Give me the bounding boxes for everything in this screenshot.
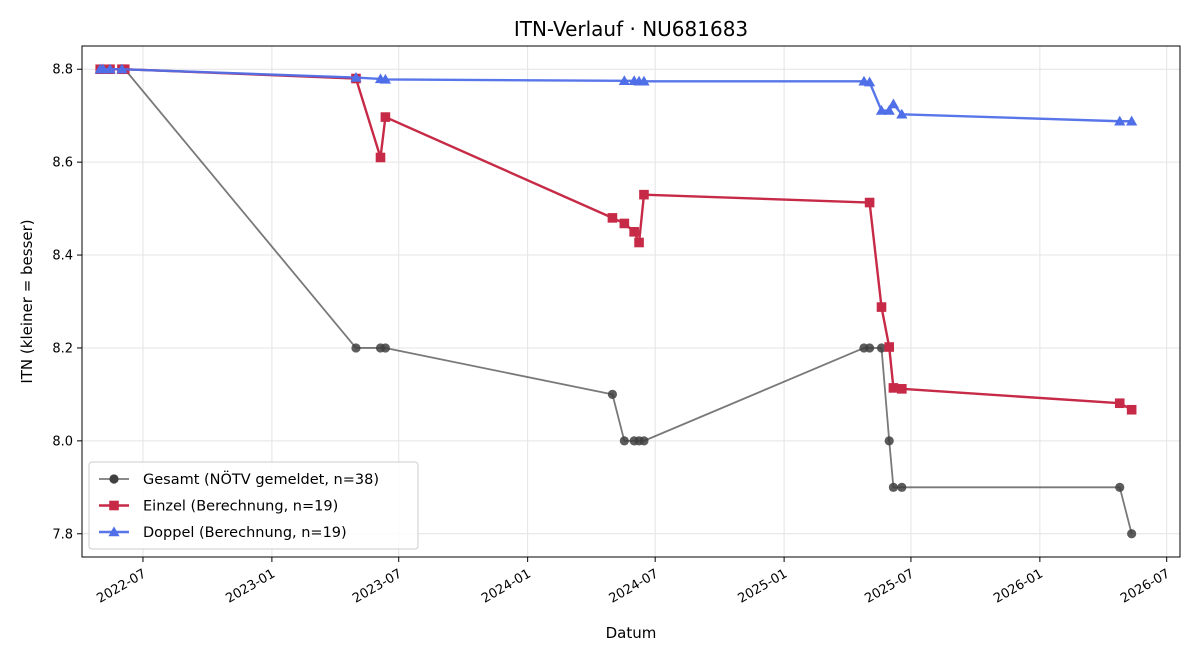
series-layer bbox=[94, 63, 1138, 539]
x-axis-label: Datum bbox=[606, 624, 657, 642]
y-tick-label: 8.0 bbox=[52, 434, 73, 449]
data-point bbox=[350, 71, 362, 82]
legend-entry: Einzel (Berechnung, n=19) bbox=[99, 499, 338, 515]
data-point bbox=[884, 342, 895, 352]
data-point bbox=[1114, 398, 1125, 409]
data-point bbox=[634, 237, 644, 248]
data-point bbox=[887, 98, 900, 109]
data-point bbox=[629, 227, 639, 237]
y-axis-label: ITN (kleiner = besser) bbox=[18, 219, 36, 383]
data-point bbox=[109, 500, 119, 511]
y-tick-label: 8.4 bbox=[52, 249, 73, 264]
y-tick-label: 8.6 bbox=[52, 156, 73, 171]
legend-label: Doppel (Berechnung, n=19) bbox=[143, 525, 347, 541]
data-point bbox=[639, 436, 649, 446]
grid-layer bbox=[82, 46, 1180, 557]
data-point bbox=[351, 343, 361, 353]
data-point bbox=[380, 112, 391, 122]
data-point bbox=[875, 104, 888, 115]
data-point bbox=[97, 63, 109, 74]
chart-title: ITN-Verlauf · NU681683 bbox=[514, 17, 748, 41]
legend: Gesamt (NÖTV gemeldet, n=38) Einzel (Bere… bbox=[88, 461, 419, 550]
legend-entry: Doppel (Berechnung, n=19) bbox=[99, 525, 347, 541]
data-point bbox=[864, 197, 875, 208]
data-point bbox=[863, 76, 876, 87]
data-point bbox=[864, 343, 875, 353]
data-point bbox=[896, 108, 908, 119]
data-point bbox=[104, 63, 116, 74]
data-point bbox=[639, 189, 649, 200]
data-point bbox=[607, 213, 618, 223]
legend-label: Einzel (Berechnung, n=19) bbox=[143, 499, 338, 515]
legend-label: Gesamt (NÖTV gemeldet, n=38) bbox=[143, 470, 379, 488]
data-point bbox=[379, 73, 392, 84]
data-point bbox=[1115, 482, 1125, 492]
data-point bbox=[116, 63, 128, 74]
data-point bbox=[1127, 529, 1137, 539]
data-point bbox=[619, 218, 630, 229]
y-tick-label: 8.2 bbox=[52, 341, 73, 356]
data-point bbox=[888, 482, 899, 492]
plot-frame bbox=[81, 45, 1181, 558]
data-point bbox=[1126, 404, 1137, 415]
data-point bbox=[876, 343, 887, 353]
legend-box bbox=[88, 461, 419, 550]
data-point bbox=[380, 343, 391, 353]
y-tick-label: 7.8 bbox=[52, 527, 73, 542]
data-point bbox=[897, 384, 907, 394]
data-point bbox=[619, 436, 629, 446]
data-point bbox=[884, 436, 894, 446]
data-point bbox=[618, 75, 630, 86]
data-point bbox=[638, 75, 650, 86]
data-point bbox=[1126, 115, 1138, 126]
series-2 bbox=[94, 63, 1138, 126]
data-point bbox=[108, 526, 120, 537]
data-point bbox=[876, 302, 887, 312]
data-point bbox=[897, 482, 907, 492]
data-point bbox=[375, 152, 386, 163]
data-point bbox=[109, 474, 119, 484]
data-point bbox=[607, 389, 618, 400]
y-tick-label: 8.8 bbox=[52, 63, 73, 78]
data-point bbox=[1114, 115, 1126, 126]
legend-entry: Gesamt (NÖTV gemeldet, n=38) bbox=[99, 470, 379, 488]
data-point bbox=[883, 104, 895, 115]
data-point bbox=[888, 383, 899, 393]
